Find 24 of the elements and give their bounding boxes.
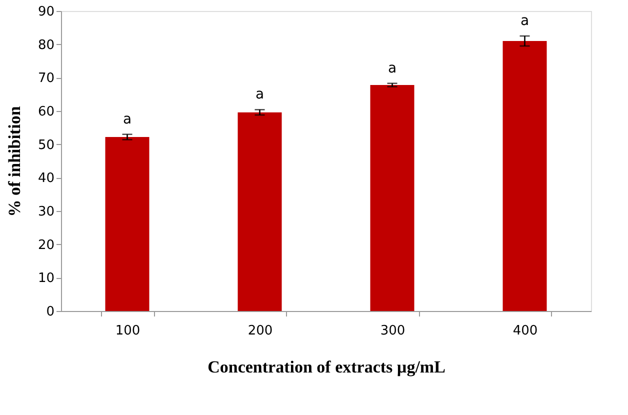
x-tick-label: 200 (248, 324, 273, 338)
bar (105, 137, 150, 311)
y-tick-label: 50 (38, 138, 54, 153)
x-tick-label: 100 (115, 324, 140, 338)
x-tick-label: 300 (380, 324, 406, 338)
annotation: a (388, 60, 397, 76)
y-tick-label: 20 (38, 238, 54, 253)
y-tick-label: 10 (38, 271, 54, 286)
y-tick-label: 60 (38, 104, 54, 120)
bar (370, 85, 414, 311)
bar (502, 41, 547, 311)
bar (238, 112, 282, 311)
y-tick-label: 90 (38, 4, 54, 20)
y-tick-label: 40 (38, 171, 54, 186)
x-tick-label: 400 (512, 324, 538, 338)
y-axis-title: % of inhibition (4, 106, 24, 217)
annotation: a (520, 13, 530, 29)
y-tick-label: 70 (38, 71, 54, 86)
annotation: a (122, 111, 132, 128)
annotation: a (255, 86, 264, 103)
y-tick-label: 0 (46, 304, 54, 320)
y-tick-label: 80 (38, 38, 54, 53)
y-tick-label: 30 (38, 204, 54, 220)
x-axis-title: Concentration of extracts µg/mL (208, 358, 446, 376)
